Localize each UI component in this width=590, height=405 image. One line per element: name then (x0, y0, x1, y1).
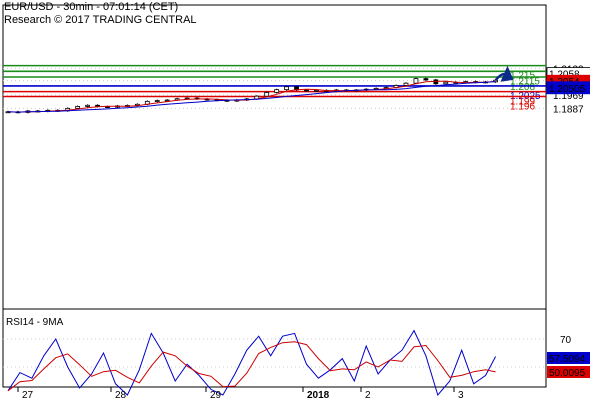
candle-body-40 (403, 82, 409, 86)
rsi-tag-box-0 (547, 352, 590, 364)
rsi-tick-label-0: 70 (560, 335, 572, 346)
candle-body-41 (413, 78, 419, 84)
x-tick-label-5: 3 (458, 390, 464, 400)
rsi-tag-1: 50.0095 (549, 368, 586, 379)
candle-body-15 (154, 100, 160, 102)
candle-body-31 (314, 89, 319, 92)
candle-body-44 (443, 81, 449, 85)
candle-body-30 (304, 89, 309, 92)
chart-title: EUR/USD - 30min - 07:01:14 (CET) (4, 1, 179, 13)
y-tick-label-2: 1.1969 (553, 91, 584, 102)
candle-body-16 (164, 99, 170, 102)
price-tag-box-2 (546, 81, 590, 95)
candle-body-28 (284, 86, 290, 91)
level-label-0: 1.215 (510, 71, 535, 82)
plot-frame (2, 4, 547, 388)
candle-body-8 (85, 104, 90, 107)
rsi-ma-line (7, 341, 496, 392)
level-label-1: 1.2115 (510, 76, 540, 87)
x-tick-label-2: 29 (210, 390, 222, 400)
candle-body-26 (264, 92, 270, 97)
rsi-line (7, 329, 497, 397)
candle-body-27 (274, 89, 280, 93)
x-tick-label-3: 2018 (307, 390, 330, 400)
x-tick-label-0: 27 (22, 390, 34, 400)
level-label-4: 1.199 (510, 97, 535, 108)
chart-copyright: Research © 2017 TRADING CENTRAL (4, 14, 197, 26)
x-tick-label-1: 28 (115, 390, 127, 400)
candle-body-42 (423, 78, 429, 81)
x-tick-label-4: 2 (365, 390, 371, 400)
y-tick-label-3: 1.1887 (553, 104, 584, 115)
level-label-5: 1.196 (510, 102, 535, 113)
price-tag-2: 1.20505 (549, 84, 586, 95)
level-label-2: 1.208 (510, 82, 535, 93)
rsi-tag-box-1 (547, 366, 590, 378)
candle-body-7 (75, 106, 81, 109)
rsi-tag-0: 57.5094 (549, 354, 586, 365)
rsi-title: RSI14 - 9MA (6, 317, 64, 328)
moving-average-slow (7, 81, 496, 113)
forecast-arrow-head (500, 65, 514, 82)
